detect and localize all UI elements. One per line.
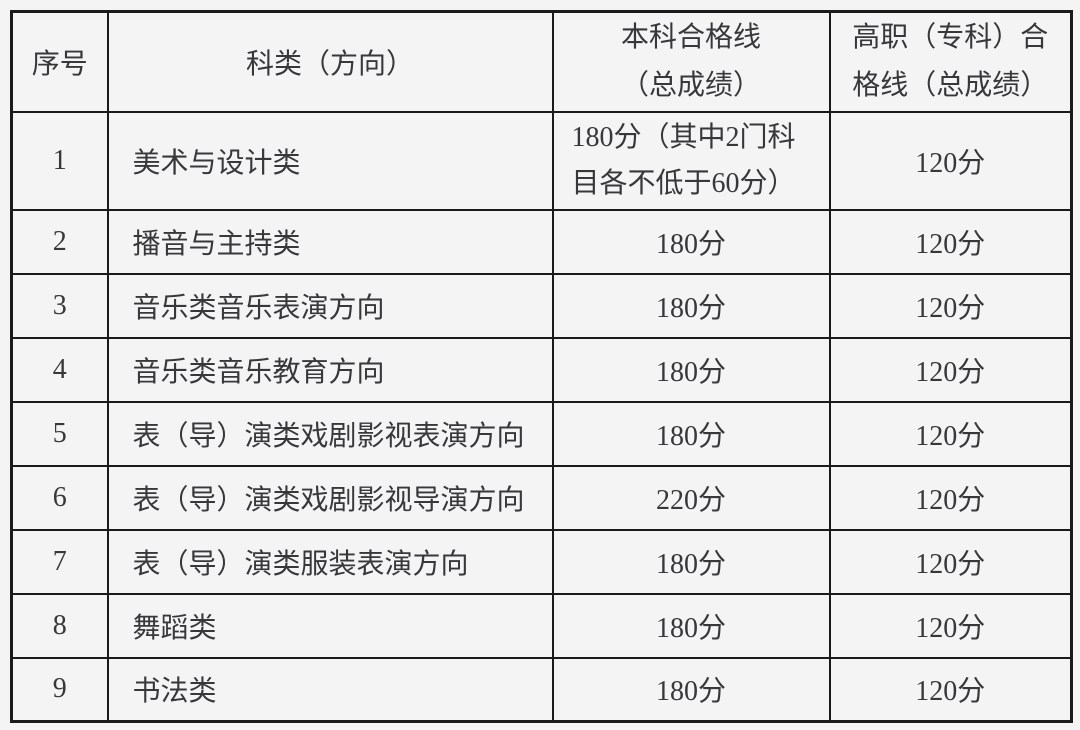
- cell-category: 播音与主持类: [106, 208, 554, 275]
- cell-undergrad-score: 180分: [551, 400, 831, 467]
- cell-index: 7: [10, 528, 109, 595]
- header-line: （总成绩）: [620, 69, 761, 101]
- table-row-6: 6 表（导）演类戏剧影视导演方向 220分 120分: [10, 464, 1073, 531]
- cell-vocational-score: 120分: [828, 528, 1073, 595]
- cell-index: 1: [10, 110, 109, 211]
- table-row-5: 5 表（导）演类戏剧影视表演方向 180分 120分: [10, 400, 1073, 467]
- col-header-index: 序号: [10, 10, 109, 113]
- cell-vocational-score: 120分: [828, 656, 1073, 723]
- header-line: 本科合格线: [620, 21, 761, 53]
- cell-category: 书法类: [106, 656, 554, 723]
- header-row: 序号 科类（方向） 本科合格线 （总成绩） 高职（专科）合 格线（总成绩）: [10, 10, 1073, 113]
- table-row-9: 9 书法类 180分 120分: [10, 656, 1073, 723]
- cell-category: 表（导）演类戏剧影视表演方向: [106, 400, 554, 467]
- cell-undergrad-score: 180分: [551, 336, 831, 403]
- cell-undergrad-score: 180分: [551, 272, 831, 339]
- cell-index: 6: [10, 464, 109, 531]
- cell-index: 4: [10, 336, 109, 403]
- header-line: 格线（总成绩）: [852, 69, 1049, 101]
- score-line: 目各不低于60分）: [571, 167, 796, 199]
- cell-undergrad-score: 220分: [551, 464, 831, 531]
- cell-category: 舞蹈类: [106, 592, 554, 659]
- cell-undergrad-score: 180分: [551, 208, 831, 275]
- cell-index: 5: [10, 400, 109, 467]
- cell-vocational-score: 120分: [828, 272, 1073, 339]
- cell-vocational-score: 120分: [828, 400, 1073, 467]
- table-row-4: 4 音乐类音乐教育方向 180分 120分: [10, 336, 1073, 403]
- cell-undergrad-score: 180分: [551, 528, 831, 595]
- cell-vocational-score: 120分: [828, 592, 1073, 659]
- cell-category: 音乐类音乐表演方向: [106, 272, 554, 339]
- cell-undergrad-score: 180分: [551, 656, 831, 723]
- cell-vocational-score: 120分: [828, 110, 1073, 211]
- score-line: 180分（其中2门科: [571, 121, 796, 153]
- col-header-undergrad-line: 本科合格线 （总成绩）: [551, 10, 831, 113]
- cell-undergrad-score: 180分: [551, 592, 831, 659]
- table-row-8: 8 舞蹈类 180分 120分: [10, 592, 1073, 659]
- table-row-7: 7 表（导）演类服装表演方向 180分 120分: [10, 528, 1073, 595]
- cell-index: 9: [10, 656, 109, 723]
- table-row-2: 2 播音与主持类 180分 120分: [10, 208, 1073, 275]
- cell-vocational-score: 120分: [828, 336, 1073, 403]
- cell-index: 8: [10, 592, 109, 659]
- col-header-vocational-line: 高职（专科）合 格线（总成绩）: [828, 10, 1073, 113]
- header-line: 高职（专科）合: [852, 21, 1049, 53]
- col-header-category: 科类（方向）: [106, 10, 554, 113]
- score-table: 序号 科类（方向） 本科合格线 （总成绩） 高职（专科）合 格线（总成绩） 1 …: [10, 10, 1073, 723]
- cell-category: 美术与设计类: [106, 110, 554, 211]
- cell-category: 音乐类音乐教育方向: [106, 336, 554, 403]
- cell-vocational-score: 120分: [828, 464, 1073, 531]
- cell-category: 表（导）演类戏剧影视导演方向: [106, 464, 554, 531]
- cell-index: 2: [10, 208, 109, 275]
- table-row-1: 1 美术与设计类 180分（其中2门科 目各不低于60分） 120分: [10, 110, 1073, 211]
- cell-index: 3: [10, 272, 109, 339]
- cell-undergrad-score: 180分（其中2门科 目各不低于60分）: [551, 110, 831, 211]
- table-row-3: 3 音乐类音乐表演方向 180分 120分: [10, 272, 1073, 339]
- cell-category: 表（导）演类服装表演方向: [106, 528, 554, 595]
- cell-vocational-score: 120分: [828, 208, 1073, 275]
